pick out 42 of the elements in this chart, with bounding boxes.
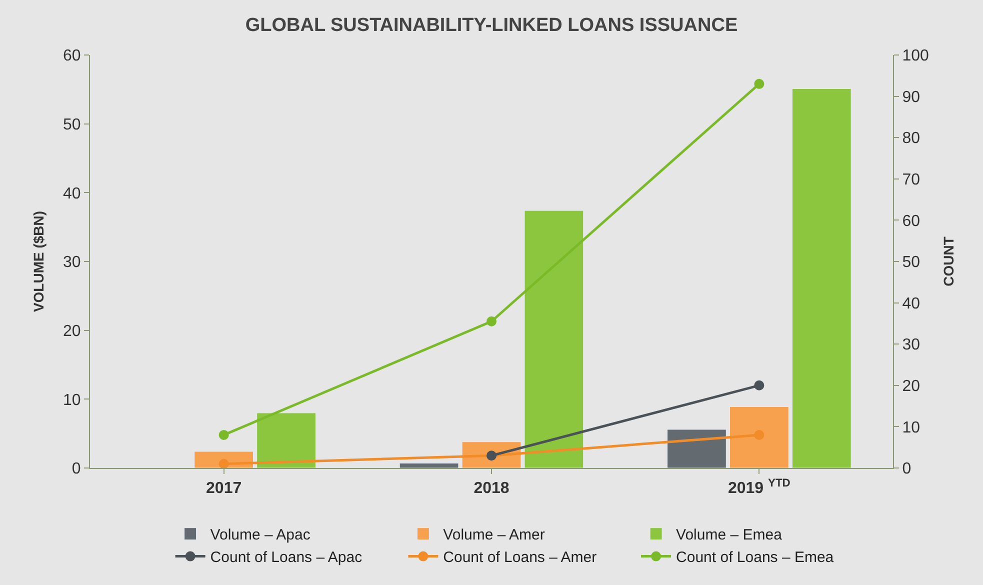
chart-title: GLOBAL SUSTAINABILITY-LINKED LOANS ISSUANCE [245,14,738,36]
bar [792,88,852,468]
bar [729,406,789,468]
legend-label: Count of Loans – Emea [676,549,834,566]
legend-label: Volume – Amer [443,526,545,544]
y2-tick-label: 60 [902,212,920,230]
point [754,380,764,390]
y2-tick-label: 40 [902,295,920,312]
bar [667,429,726,468]
y2-tick-label: 30 [902,336,920,354]
bar [524,210,584,468]
y2-tick-label: 80 [902,130,920,148]
bar [256,412,316,468]
y2-tick-label: 20 [902,378,920,395]
point [218,458,229,468]
bar [399,462,459,468]
point [218,430,229,440]
y2-tick-label: 100 [902,48,929,65]
y-tick-label: 20 [63,322,81,340]
x-tick-label: 2019 $^{YTD}$ [728,477,790,498]
x-tick-label: 2017 [206,480,242,498]
legend-label: Count of Loans – Amer [443,549,597,566]
y-tick-label: 40 [63,185,81,202]
y2-tick-label: 0 [902,460,912,478]
y2-tick-label: 70 [902,172,920,188]
y-tick-label: 30 [63,254,81,272]
y2-tick-label: 10 [902,419,920,436]
y-tick-label: 10 [63,392,81,409]
point [754,78,764,89]
legend-label: Count of Loans – Apac [210,549,363,566]
y2-axis-title: COUNT [940,236,956,286]
y-tick-label: 60 [63,48,81,65]
y2-tick-label: 50 [902,254,920,272]
y-axis-title: VOLUME ($BN) [30,210,47,312]
legend-label: Volume – Emea [676,526,783,544]
y-tick-label: 50 [63,116,81,134]
x-tick-label: 2018 [474,480,510,498]
y-tick-label: 0 [72,460,81,478]
legend-label: Volume – Apac [210,526,311,544]
point [754,430,764,440]
point [486,316,496,326]
y2-tick-label: 90 [902,88,920,106]
